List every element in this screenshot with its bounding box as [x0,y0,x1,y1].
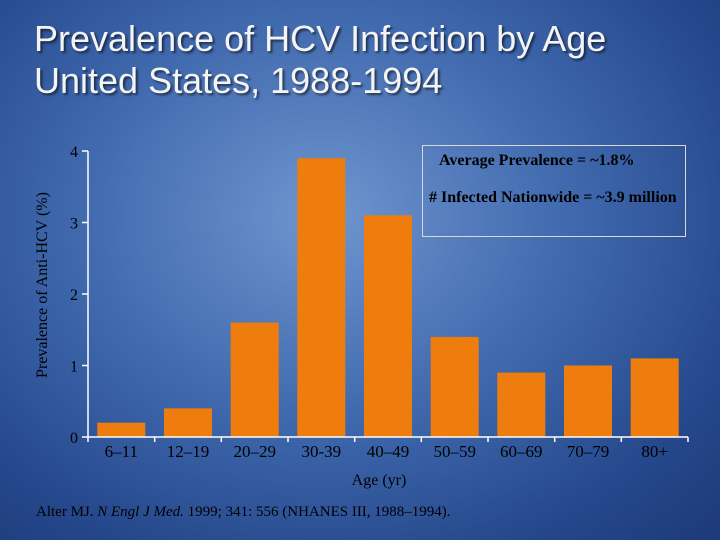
bar-9 [630,358,679,437]
slide-title-line-1: Prevalence of HCV Infection by Age [34,18,607,59]
y-tick-label-1: 1 [70,359,78,376]
x-tick-label-1: 6–11 [105,442,138,461]
x-tick-label-3: 20–29 [233,442,276,461]
slide-title: Prevalence of HCV Infection by Age Unite… [34,18,694,102]
bar-1 [97,422,146,437]
y-axis-title: Prevalence of Anti-HCV (%) [34,192,51,378]
x-tick-label-9: 80+ [641,442,668,461]
bar-4 [297,158,346,437]
citation: Alter MJ. N Engl J Med. 1999; 341: 556 (… [36,504,451,521]
average-prevalence-text: Average Prevalence = ~1.8% [439,152,635,169]
x-axis-title: Age (yr) [352,472,407,489]
citation-author: Alter MJ. [36,504,94,520]
y-tick-label-3: 3 [70,216,78,233]
x-tick-label-6: 50–59 [433,442,476,461]
x-tick-label-2: 12–19 [167,442,210,461]
bar-7 [497,372,546,437]
slide-title-line-2: United States, 1988-1994 [34,60,443,101]
y-tick-label-2: 2 [70,287,78,304]
y-tick-label-4: 4 [70,144,78,161]
y-tick-label-0: 0 [70,430,78,447]
x-tick-label-5: 40–49 [367,442,410,461]
bars-group [97,158,679,437]
x-tick-label-7: 60–69 [500,442,543,461]
x-tick-label-8: 70–79 [567,442,610,461]
y-ticks-group: 0 1 2 3 4 [70,144,88,447]
citation-details: 1999; 341: 556 (NHANES III, 1988–1994). [187,504,451,520]
info-box: Average Prevalence = ~1.8% # Infected Na… [422,145,686,237]
bar-8 [564,365,612,437]
infected-nationwide-text: # Infected Nationwide = ~3.9 million [429,189,677,206]
bar-5 [364,215,412,437]
x-labels-group: 6–11 12–19 20–29 30-39 40–49 50–59 60–69 70–79 8… [105,442,668,461]
x-tick-label-4: 30-39 [301,442,341,461]
citation-journal: N Engl J Med. [97,504,184,520]
bar-6 [430,336,479,437]
bar-2 [164,408,212,437]
bar-3 [230,322,279,437]
